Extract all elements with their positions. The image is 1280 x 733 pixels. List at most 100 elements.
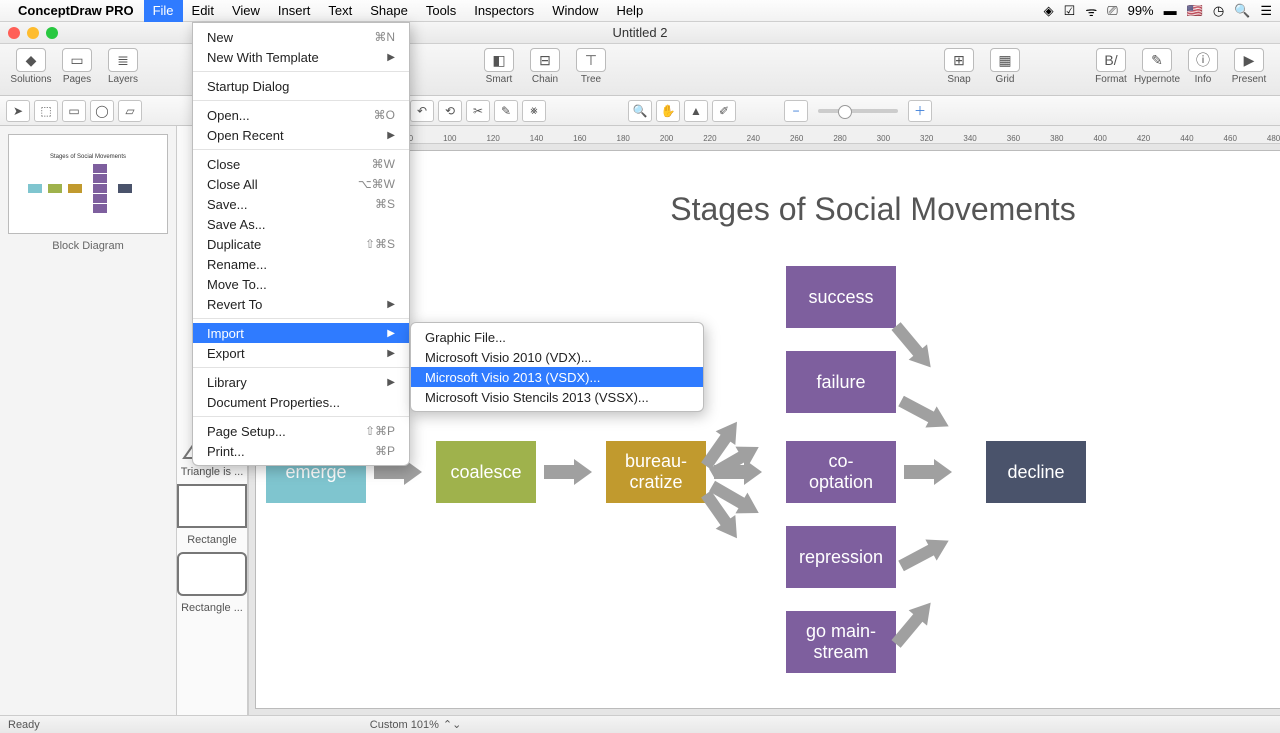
menu-tools[interactable]: Tools — [417, 0, 465, 22]
menu-item-close-all[interactable]: Close All⌥⌘W — [193, 174, 409, 194]
submenu-item-graphic-file-[interactable]: Graphic File... — [411, 327, 703, 347]
flag-icon[interactable]: 🇺🇸 — [1187, 3, 1203, 19]
status-bar: Ready Custom 101% ⌃⌄ — [0, 715, 1280, 733]
node-repression[interactable]: repression — [786, 526, 896, 588]
menu-item-revert-to[interactable]: Revert To▶ — [193, 294, 409, 314]
menu-item-print-[interactable]: Print...⌘P — [193, 441, 409, 461]
toolbar-snap-button[interactable]: ⊞Snap — [936, 48, 982, 85]
menu-insert[interactable]: Insert — [269, 0, 320, 22]
menu-item-move-to-[interactable]: Move To... — [193, 274, 409, 294]
shape-tool[interactable]: ▱ — [118, 100, 142, 122]
battery-text[interactable]: 99% — [1128, 3, 1154, 18]
node-coopt[interactable]: co-optation — [786, 441, 896, 503]
menu-item-startup-dialog[interactable]: Startup Dialog — [193, 76, 409, 96]
arrow-icon — [904, 457, 954, 487]
app-name[interactable]: ConceptDraw PRO — [18, 3, 134, 18]
edit-tool[interactable]: ✎ — [494, 100, 518, 122]
maximize-window-button[interactable] — [46, 27, 58, 39]
zoom-in-button[interactable]: ＋ — [908, 100, 932, 122]
page-thumbnail[interactable]: Stages of Social Movements — [8, 134, 168, 234]
menu-view[interactable]: View — [223, 0, 269, 22]
menu-item-close[interactable]: Close⌘W — [193, 154, 409, 174]
cut-tool[interactable]: ✂ — [466, 100, 490, 122]
toolbar-pages-button[interactable]: ▭Pages — [54, 48, 100, 85]
menu-item-new[interactable]: New⌘N — [193, 27, 409, 47]
arrow-icon — [894, 526, 958, 579]
toolbar-info-button[interactable]: ⓘInfo — [1180, 48, 1226, 85]
menu-item-page-setup-[interactable]: Page Setup...⇧⌘P — [193, 421, 409, 441]
node-failure[interactable]: failure — [786, 351, 896, 413]
menu-item-rename-[interactable]: Rename... — [193, 254, 409, 274]
menu-item-library[interactable]: Library▶ — [193, 372, 409, 392]
toolbar-hypernote-button[interactable]: ✎Hypernote — [1134, 48, 1180, 85]
rect-tool[interactable]: ▭ — [62, 100, 86, 122]
battery-icon[interactable]: ▬ — [1164, 3, 1177, 18]
toolbar-solutions-button[interactable]: ◆Solutions — [8, 48, 54, 85]
node-coalesce[interactable]: coalesce — [436, 441, 536, 503]
toolbar-chain-button[interactable]: ⊟Chain — [522, 48, 568, 85]
menu-item-import[interactable]: Import▶ — [193, 323, 409, 343]
eyedropper-tool[interactable]: ✐ — [712, 100, 736, 122]
zoom-tool[interactable]: 🔍 — [628, 100, 652, 122]
toolbar-tree-button[interactable]: ⊤Tree — [568, 48, 614, 85]
menu-window[interactable]: Window — [543, 0, 607, 22]
undo-tool[interactable]: ↶ — [410, 100, 434, 122]
toolbar-grid-button[interactable]: ▦Grid — [982, 48, 1028, 85]
node-tool[interactable]: ⨳ — [522, 100, 546, 122]
minimize-window-button[interactable] — [27, 27, 39, 39]
zoom-out-button[interactable]: − — [784, 100, 808, 122]
arrow-icon — [894, 388, 958, 441]
pointer-tool[interactable]: ➤ — [6, 100, 30, 122]
file-menu-dropdown: New⌘NNew With Template▶ Startup Dialog Ope… — [192, 22, 410, 466]
menu-item-open-recent[interactable]: Open Recent▶ — [193, 125, 409, 145]
toolbar-layers-button[interactable]: ≣Layers — [100, 48, 146, 85]
toolbar-smart-button[interactable]: ◧Smart — [476, 48, 522, 85]
node-decline[interactable]: decline — [986, 441, 1086, 503]
node-success[interactable]: success — [786, 266, 896, 328]
menubar-right: ◈ ☑ ᯤ ⎚ 99% ▬ 🇺🇸 ◷ 🔍 ☰ — [1044, 2, 1272, 20]
node-gomain[interactable]: go main-stream — [786, 611, 896, 673]
menu-shape[interactable]: Shape — [361, 0, 417, 22]
display-icon[interactable]: ⎚ — [1107, 3, 1117, 19]
select-tool[interactable]: ⬚ — [34, 100, 58, 122]
submenu-item-microsoft-visio-2013-vsdx-[interactable]: Microsoft Visio 2013 (VSDX)... — [411, 367, 703, 387]
menu-inspectors[interactable]: Inspectors — [465, 0, 543, 22]
arrow-icon — [544, 457, 594, 487]
menu-file[interactable]: File — [144, 0, 183, 22]
toolbar-format-button[interactable]: B/Format — [1088, 48, 1134, 85]
search-icon[interactable]: 🔍 — [1234, 3, 1250, 19]
zoom-stepper-icon[interactable]: ⌃⌄ — [443, 718, 461, 731]
hand-tool[interactable]: ✋ — [656, 100, 680, 122]
menu-edit[interactable]: Edit — [183, 0, 223, 22]
rounded-rectangle-shape[interactable] — [177, 552, 247, 596]
wifi-icon[interactable]: ᯤ — [1085, 2, 1097, 20]
checkmark-icon[interactable]: ☑ — [1064, 3, 1076, 19]
ellipse-tool[interactable]: ◯ — [90, 100, 114, 122]
traffic-lights — [8, 27, 58, 39]
zoom-slider[interactable] — [818, 109, 898, 113]
menu-help[interactable]: Help — [607, 0, 652, 22]
menu-item-new-with-template[interactable]: New With Template▶ — [193, 47, 409, 67]
menu-item-save-[interactable]: Save...⌘S — [193, 194, 409, 214]
submenu-item-microsoft-visio-stencils-2013-vssx-[interactable]: Microsoft Visio Stencils 2013 (VSSX)... — [411, 387, 703, 407]
menu-item-document-properties-[interactable]: Document Properties... — [193, 392, 409, 412]
node-bureau[interactable]: bureau-cratize — [606, 441, 706, 503]
zoom-level[interactable]: Custom 101% — [370, 719, 439, 731]
shape-label: Rectangle ... — [181, 602, 243, 614]
redo-tool[interactable]: ⟲ — [438, 100, 462, 122]
menu-item-save-as-[interactable]: Save As... — [193, 214, 409, 234]
toolbar-present-button[interactable]: ▶Present — [1226, 48, 1272, 85]
menu-text[interactable]: Text — [319, 0, 361, 22]
menu-item-open-[interactable]: Open...⌘O — [193, 105, 409, 125]
rectangle-shape[interactable] — [177, 484, 247, 528]
menu-item-export[interactable]: Export▶ — [193, 343, 409, 363]
stamp-tool[interactable]: ▲ — [684, 100, 708, 122]
submenu-item-microsoft-visio-2010-vdx-[interactable]: Microsoft Visio 2010 (VDX)... — [411, 347, 703, 367]
menu-icon[interactable]: ☰ — [1260, 3, 1272, 19]
document-title: Untitled 2 — [613, 25, 668, 40]
menu-item-duplicate[interactable]: Duplicate⇧⌘S — [193, 234, 409, 254]
shape-label: Rectangle — [187, 534, 237, 546]
close-window-button[interactable] — [8, 27, 20, 39]
clock-icon[interactable]: ◷ — [1213, 3, 1224, 19]
diamond-icon[interactable]: ◈ — [1044, 3, 1054, 19]
